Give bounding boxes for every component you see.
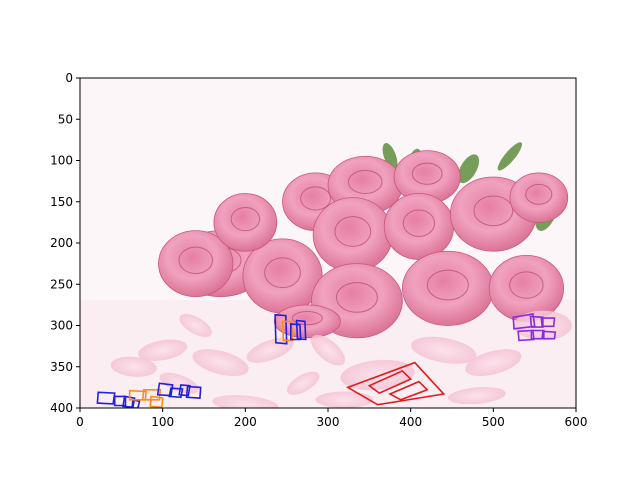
- detection-box: [541, 330, 557, 340]
- x-tick-label: 500: [482, 415, 505, 429]
- detection-box: [178, 384, 191, 397]
- petal-shape: [465, 349, 522, 377]
- y-tick-label: 200: [50, 236, 73, 250]
- rose-shape: [158, 230, 234, 298]
- detection-box: [96, 391, 116, 405]
- detection-box: [168, 387, 184, 399]
- rose-shape: [213, 193, 278, 252]
- petal-shape: [192, 349, 249, 377]
- x-tick-label: 200: [234, 415, 257, 429]
- detection-box: [367, 369, 413, 395]
- detection-box: [156, 382, 174, 397]
- y-tick-label: 250: [50, 277, 73, 291]
- detection-box: [113, 395, 127, 407]
- rose-shape: [401, 250, 494, 326]
- detection-box: [512, 312, 536, 330]
- x-tick-label: 0: [76, 415, 84, 429]
- detection-box: [141, 388, 162, 401]
- y-tick-label: 100: [50, 154, 73, 168]
- detection-box: [540, 317, 556, 328]
- detection-box: [274, 313, 288, 345]
- y-tick-label: 150: [50, 195, 73, 209]
- rose-shape: [393, 150, 461, 204]
- x-tick-label: 100: [151, 415, 174, 429]
- leaf-shape: [497, 142, 523, 171]
- rose-shape: [312, 197, 393, 273]
- detection-box: [131, 398, 141, 408]
- y-tick-label: 350: [50, 360, 73, 374]
- y-tick-label: 0: [65, 71, 73, 85]
- x-tick-label: 400: [399, 415, 422, 429]
- leaf-shape: [457, 154, 480, 184]
- petal-shape: [179, 313, 213, 338]
- rose-photo: [80, 78, 576, 408]
- detection-box: [295, 319, 307, 341]
- x-tick-label: 600: [565, 415, 588, 429]
- petal-shape: [212, 395, 279, 408]
- x-tick-label: 300: [317, 415, 340, 429]
- detection-box: [185, 385, 202, 399]
- petal-shape: [447, 387, 506, 405]
- x-axis: 0 100 200 300 400 500 600: [76, 408, 587, 429]
- petal-shape: [286, 371, 320, 395]
- detection-box: [345, 361, 446, 406]
- detection-box: [281, 320, 294, 342]
- rose-shape: [509, 172, 569, 223]
- detection-box: [529, 315, 544, 328]
- y-tick-label: 300: [50, 319, 73, 333]
- detection-boxes: [96, 312, 557, 408]
- detection-box: [388, 380, 429, 401]
- petal-shape: [411, 336, 477, 364]
- detection-box: [149, 395, 164, 408]
- petal-shape: [310, 334, 346, 366]
- petal-shape: [315, 391, 374, 408]
- y-tick-label: 400: [50, 401, 73, 415]
- petal-shape: [138, 339, 188, 361]
- y-axis: 0 50 100 150 200 250 300 350 400: [50, 71, 80, 415]
- petal-shape: [110, 356, 157, 377]
- y-tick-label: 50: [58, 112, 73, 126]
- rose-shape: [383, 193, 455, 260]
- leaf-shape: [382, 143, 398, 170]
